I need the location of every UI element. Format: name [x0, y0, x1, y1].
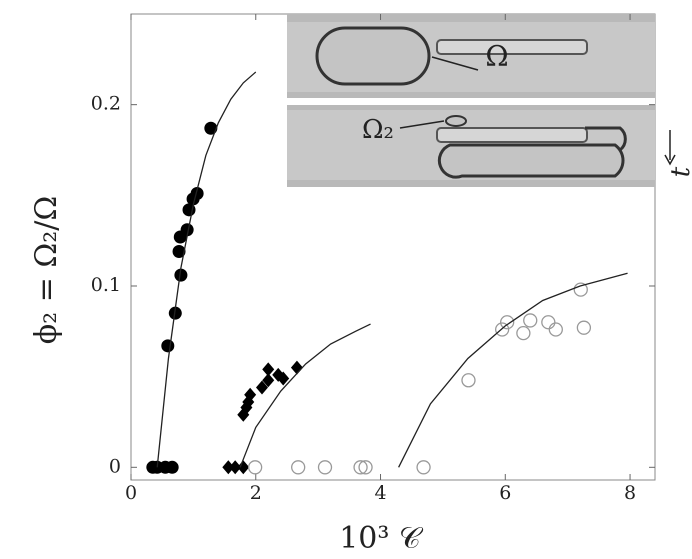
data-point — [222, 460, 235, 475]
data-point — [229, 460, 242, 475]
data-point — [317, 460, 333, 475]
data-point — [541, 315, 556, 330]
data-point — [174, 268, 188, 282]
data-point — [161, 339, 175, 353]
data-point — [461, 373, 476, 388]
data-point — [172, 245, 186, 259]
data-point — [262, 373, 275, 388]
fit-curve — [398, 272, 628, 468]
data-point — [576, 320, 592, 335]
data-point — [277, 371, 290, 386]
inset-photo — [287, 14, 676, 187]
fit-curve — [239, 323, 371, 468]
inset-label: Ω — [485, 40, 508, 73]
y-tick-label: 0.1 — [91, 274, 121, 296]
data-point — [165, 460, 179, 474]
y-axis-label: ϕ₂ = Ω₂/Ω — [29, 196, 64, 345]
data-point — [180, 223, 194, 237]
data-point — [516, 325, 531, 341]
data-point — [548, 322, 563, 337]
data-point — [204, 121, 218, 135]
data-point — [244, 387, 257, 402]
x-tick-label: 6 — [499, 482, 511, 504]
data-point — [523, 313, 538, 328]
x-tick-label: 0 — [125, 482, 137, 504]
fit-curve — [156, 71, 257, 468]
inset-label: t — [666, 166, 692, 177]
data-point — [416, 460, 431, 475]
data-point — [247, 460, 263, 475]
inset-label: Ω₂ — [362, 115, 394, 145]
data-point — [291, 460, 306, 475]
x-axis-label: 10³ 𝒞 — [339, 521, 424, 556]
data-point — [237, 460, 250, 475]
data-point — [256, 380, 268, 395]
x-tick-label: 4 — [374, 482, 386, 504]
data-point — [500, 315, 515, 330]
data-point — [358, 460, 373, 475]
x-tick-label: 2 — [250, 482, 262, 504]
data-point — [262, 362, 275, 377]
data-point — [353, 460, 368, 475]
y-tick-label: 0.2 — [91, 93, 121, 115]
data-point — [495, 322, 510, 337]
data-point — [573, 282, 588, 297]
x-tick-label: 8 — [624, 482, 636, 504]
y-tick-label: 0 — [109, 455, 121, 477]
data-point — [290, 360, 303, 375]
data-point — [190, 187, 204, 201]
